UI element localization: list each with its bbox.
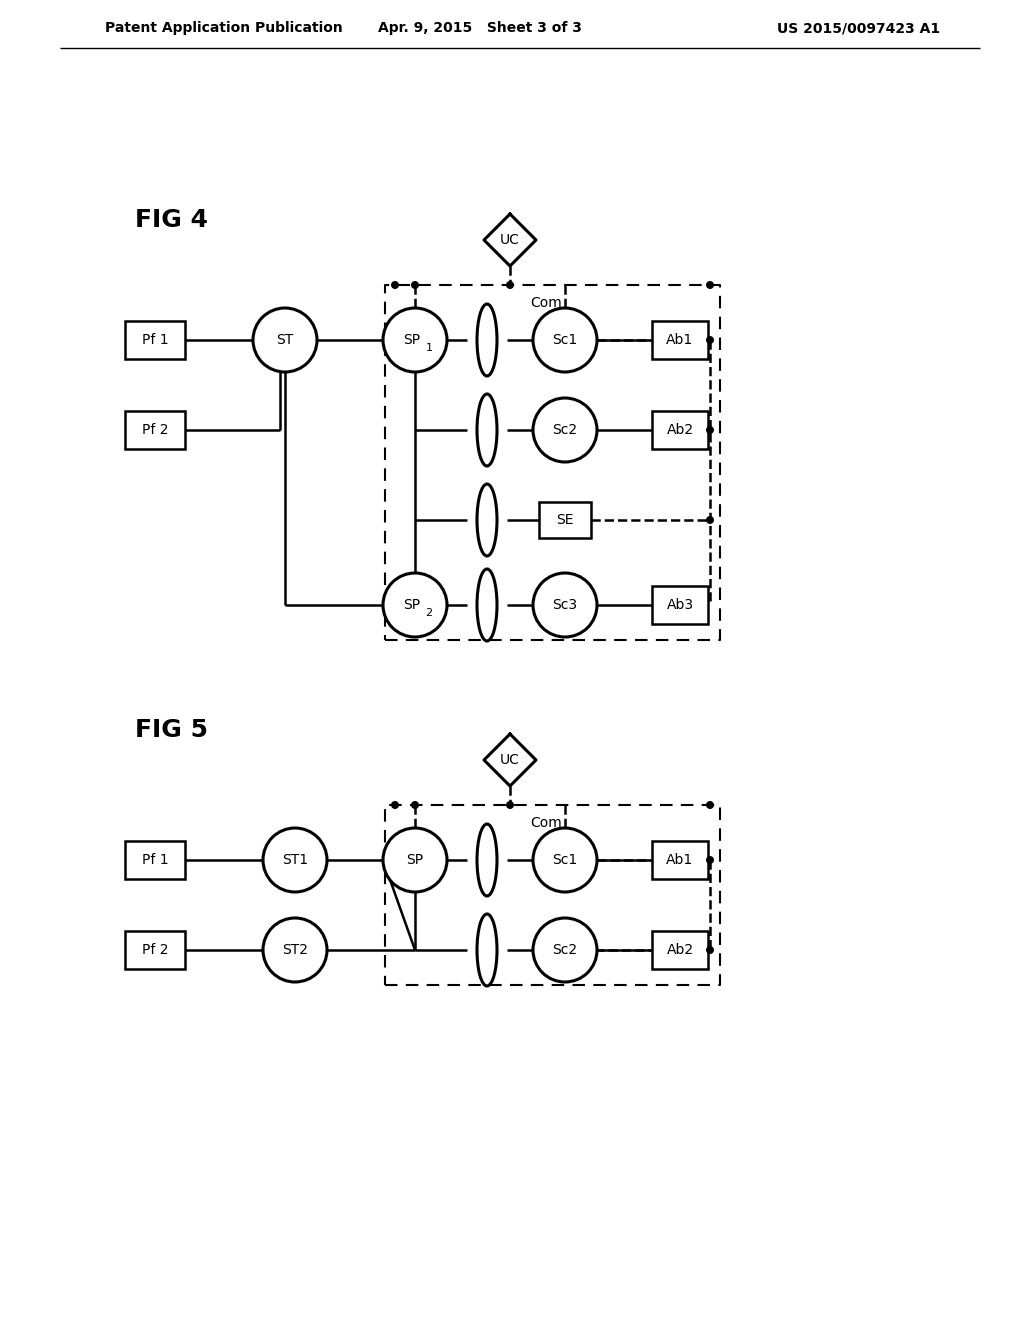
Text: Ab3: Ab3 [667, 598, 693, 612]
Text: Ab2: Ab2 [667, 942, 693, 957]
Circle shape [411, 801, 419, 809]
Polygon shape [484, 734, 536, 785]
Circle shape [506, 801, 514, 809]
Text: Apr. 9, 2015   Sheet 3 of 3: Apr. 9, 2015 Sheet 3 of 3 [378, 21, 582, 36]
Text: UC: UC [500, 752, 520, 767]
FancyBboxPatch shape [539, 502, 591, 539]
Text: Com: Com [530, 816, 562, 830]
Text: ST: ST [276, 333, 294, 347]
Ellipse shape [477, 484, 497, 556]
Text: Ab2: Ab2 [667, 422, 693, 437]
Text: SP: SP [407, 853, 424, 867]
Circle shape [534, 308, 597, 372]
Text: Sc3: Sc3 [552, 598, 578, 612]
Circle shape [534, 573, 597, 638]
Circle shape [383, 828, 447, 892]
Circle shape [706, 855, 714, 865]
Ellipse shape [477, 393, 497, 466]
Text: Ab1: Ab1 [667, 333, 693, 347]
Circle shape [391, 281, 399, 289]
Circle shape [263, 917, 327, 982]
Text: SP: SP [403, 598, 421, 612]
FancyBboxPatch shape [125, 411, 185, 449]
Text: Pf 2: Pf 2 [141, 942, 168, 957]
Text: Pf 1: Pf 1 [141, 333, 168, 347]
Polygon shape [484, 214, 536, 267]
FancyBboxPatch shape [652, 931, 708, 969]
Circle shape [706, 516, 714, 524]
Circle shape [534, 399, 597, 462]
Text: Pf 2: Pf 2 [141, 422, 168, 437]
Text: ST1: ST1 [282, 853, 308, 867]
Text: FIG 4: FIG 4 [135, 209, 208, 232]
Circle shape [263, 828, 327, 892]
Ellipse shape [477, 824, 497, 896]
Text: Sc1: Sc1 [552, 853, 578, 867]
Circle shape [391, 801, 399, 809]
Text: 2: 2 [425, 609, 432, 618]
Text: Sc1: Sc1 [552, 333, 578, 347]
Text: SP: SP [403, 333, 421, 347]
Circle shape [383, 308, 447, 372]
Circle shape [411, 281, 419, 289]
Text: FIG 5: FIG 5 [135, 718, 208, 742]
Text: 1: 1 [426, 343, 432, 352]
Text: Ab1: Ab1 [667, 853, 693, 867]
Circle shape [383, 573, 447, 638]
Circle shape [253, 308, 317, 372]
Text: Pf 1: Pf 1 [141, 853, 168, 867]
Text: SE: SE [556, 513, 573, 527]
FancyBboxPatch shape [652, 321, 708, 359]
Text: Com: Com [530, 296, 562, 310]
Circle shape [706, 281, 714, 289]
Ellipse shape [477, 569, 497, 642]
FancyBboxPatch shape [652, 586, 708, 624]
Text: UC: UC [500, 234, 520, 247]
Text: Sc2: Sc2 [552, 422, 578, 437]
Text: US 2015/0097423 A1: US 2015/0097423 A1 [777, 21, 940, 36]
FancyBboxPatch shape [125, 321, 185, 359]
Text: Sc2: Sc2 [552, 942, 578, 957]
Circle shape [706, 426, 714, 434]
Text: Patent Application Publication: Patent Application Publication [105, 21, 343, 36]
Circle shape [706, 801, 714, 809]
Circle shape [534, 917, 597, 982]
FancyBboxPatch shape [652, 411, 708, 449]
Circle shape [706, 337, 714, 345]
Ellipse shape [477, 913, 497, 986]
FancyBboxPatch shape [125, 931, 185, 969]
FancyBboxPatch shape [125, 841, 185, 879]
Circle shape [534, 828, 597, 892]
Circle shape [706, 946, 714, 954]
FancyBboxPatch shape [652, 841, 708, 879]
Circle shape [506, 281, 514, 289]
Text: ST2: ST2 [282, 942, 308, 957]
Ellipse shape [477, 304, 497, 376]
